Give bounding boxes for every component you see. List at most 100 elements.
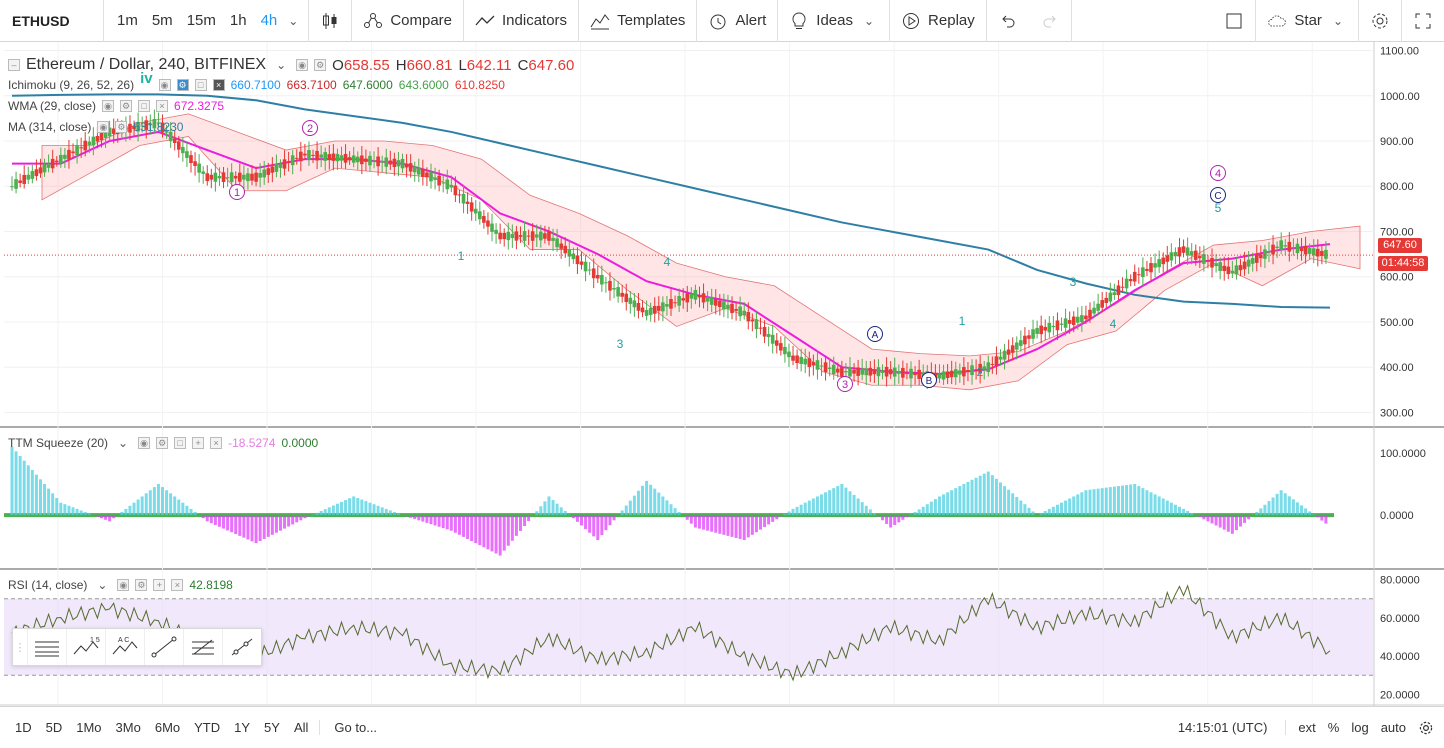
range-1mo[interactable]: 1Mo: [76, 720, 102, 735]
alert-button[interactable]: Alert: [697, 0, 779, 42]
candle-body: [172, 138, 177, 144]
ttm-bar: [758, 515, 762, 530]
plus-icon[interactable]: +: [153, 579, 166, 591]
eye-icon[interactable]: ◉: [158, 79, 171, 91]
symbol-search[interactable]: ETHUSD: [0, 0, 104, 42]
iv-badge[interactable]: iv: [140, 69, 153, 87]
low-label: L: [458, 56, 467, 74]
candle-body: [229, 172, 234, 183]
redo-button[interactable]: [1029, 0, 1072, 42]
ttm-bar: [327, 507, 331, 516]
range-5d[interactable]: 5D: [45, 720, 63, 735]
ttm-bar: [242, 515, 246, 538]
close-icon[interactable]: ×: [156, 100, 169, 112]
candle-body: [1141, 267, 1145, 278]
gear-icon[interactable]: ⚙: [176, 79, 189, 91]
gear-icon[interactable]: ⚙: [120, 100, 133, 112]
bracket-icon[interactable]: □: [194, 79, 207, 91]
close-icon[interactable]: ×: [210, 437, 223, 449]
candle-body: [791, 355, 795, 361]
drag-handle-icon[interactable]: ⋮: [14, 641, 26, 654]
chevron-down-icon[interactable]: ⌄: [276, 58, 287, 72]
auto-toggle[interactable]: auto: [1380, 720, 1406, 735]
log-toggle[interactable]: log: [1351, 720, 1369, 735]
star-button[interactable]: Star ⌄: [1256, 0, 1359, 42]
ray-tool-icon[interactable]: [222, 629, 261, 665]
ttm-bar: [706, 515, 710, 531]
chart-canvas[interactable]: 1100.001000.00900.00800.00700.00600.0050…: [0, 42, 1444, 721]
collapse-icon[interactable]: –: [8, 59, 20, 71]
candle-body: [844, 371, 848, 373]
range-6mo[interactable]: 6Mo: [154, 720, 181, 735]
range-3mo[interactable]: 3Mo: [115, 720, 141, 735]
goto-button[interactable]: Go to...: [319, 720, 391, 735]
templates-button[interactable]: Templates: [579, 0, 698, 42]
horizontal-lines-tool-icon[interactable]: [27, 629, 66, 665]
ttm-name[interactable]: TTM Squeeze (20): [8, 436, 109, 450]
chevron-down-icon[interactable]: ⌄: [118, 436, 129, 450]
bracket-icon[interactable]: □: [138, 100, 151, 112]
candle-body: [1198, 256, 1202, 259]
utc-clock[interactable]: 14:15:01 (UTC): [1178, 720, 1287, 735]
ma-name[interactable]: MA (314, close): [8, 120, 92, 134]
candle-body: [567, 249, 572, 257]
range-ytd[interactable]: YTD: [194, 720, 221, 735]
ichimoku-name[interactable]: Ichimoku (9, 26, 52, 26): [8, 78, 135, 92]
range-5y[interactable]: 5Y: [264, 720, 280, 735]
gear-icon[interactable]: ⚙: [115, 121, 128, 133]
ttm-bar: [860, 502, 864, 516]
elliott-wave-abc-tool-icon[interactable]: A C: [105, 629, 144, 665]
chart-style-button[interactable]: [309, 0, 353, 42]
ext-toggle[interactable]: ext: [1298, 720, 1316, 735]
eye-icon[interactable]: ◉: [296, 59, 309, 71]
ttm-bar: [661, 496, 665, 516]
expand-button[interactable]: [1402, 0, 1444, 42]
settings-button[interactable]: [1359, 0, 1402, 42]
range-all[interactable]: All: [293, 720, 309, 735]
bracket-icon[interactable]: □: [174, 437, 187, 449]
wma-name[interactable]: WMA (29, close): [8, 99, 97, 113]
ideas-button[interactable]: Ideas ⌄: [778, 0, 891, 42]
chevron-down-icon[interactable]: ⌄: [1332, 13, 1343, 28]
chevron-down-icon[interactable]: ⌄: [288, 13, 299, 28]
svg-text:A C: A C: [118, 637, 129, 644]
fullscreen-square-button[interactable]: [1213, 0, 1257, 42]
candle-body: [604, 282, 608, 284]
eye-icon[interactable]: ◉: [138, 437, 151, 449]
plus-icon[interactable]: +: [192, 437, 205, 449]
range-1d[interactable]: 1D: [15, 720, 32, 735]
fib-retracement-tool-icon[interactable]: [183, 629, 222, 665]
indicators-button[interactable]: Indicators: [464, 0, 580, 42]
elliott-wave-numbers-tool-icon[interactable]: 1 5: [66, 629, 105, 665]
close-icon[interactable]: ×: [171, 579, 184, 591]
percent-toggle[interactable]: %: [1327, 720, 1340, 735]
main-series-title[interactable]: Ethereum / Dollar, 240, BITFINEX: [26, 56, 267, 73]
interval-4h[interactable]: 4h: [260, 12, 278, 29]
ttm-bar: [1312, 514, 1316, 516]
ttm-bar: [1165, 500, 1169, 516]
gear-icon[interactable]: ⚙: [135, 579, 148, 591]
trend-line-tool-icon[interactable]: [144, 629, 183, 665]
gear-icon[interactable]: ⚙: [156, 437, 169, 449]
eye-icon[interactable]: ◉: [97, 121, 110, 133]
compare-button[interactable]: Compare: [352, 0, 465, 42]
eye-icon[interactable]: ◉: [117, 579, 130, 591]
rsi-name[interactable]: RSI (14, close): [8, 578, 88, 592]
interval-15m[interactable]: 15m: [186, 12, 216, 29]
undo-button[interactable]: [987, 0, 1029, 42]
ttm-bar: [14, 451, 18, 516]
close-icon[interactable]: ×: [212, 79, 225, 91]
interval-5m[interactable]: 5m: [151, 12, 173, 29]
candle-body: [315, 150, 319, 161]
gear-icon[interactable]: [1418, 720, 1434, 736]
chevron-down-icon[interactable]: ⌄: [97, 578, 108, 592]
interval-1h[interactable]: 1h: [229, 12, 247, 29]
eye-icon[interactable]: ◉: [102, 100, 115, 112]
ttm-bar: [360, 499, 364, 516]
gear-icon[interactable]: ⚙: [314, 59, 327, 71]
open-label: O: [332, 56, 344, 74]
replay-button[interactable]: Replay: [890, 0, 987, 42]
range-1y[interactable]: 1Y: [234, 720, 251, 735]
chevron-down-icon[interactable]: ⌄: [863, 13, 875, 28]
interval-1m[interactable]: 1m: [117, 12, 138, 29]
